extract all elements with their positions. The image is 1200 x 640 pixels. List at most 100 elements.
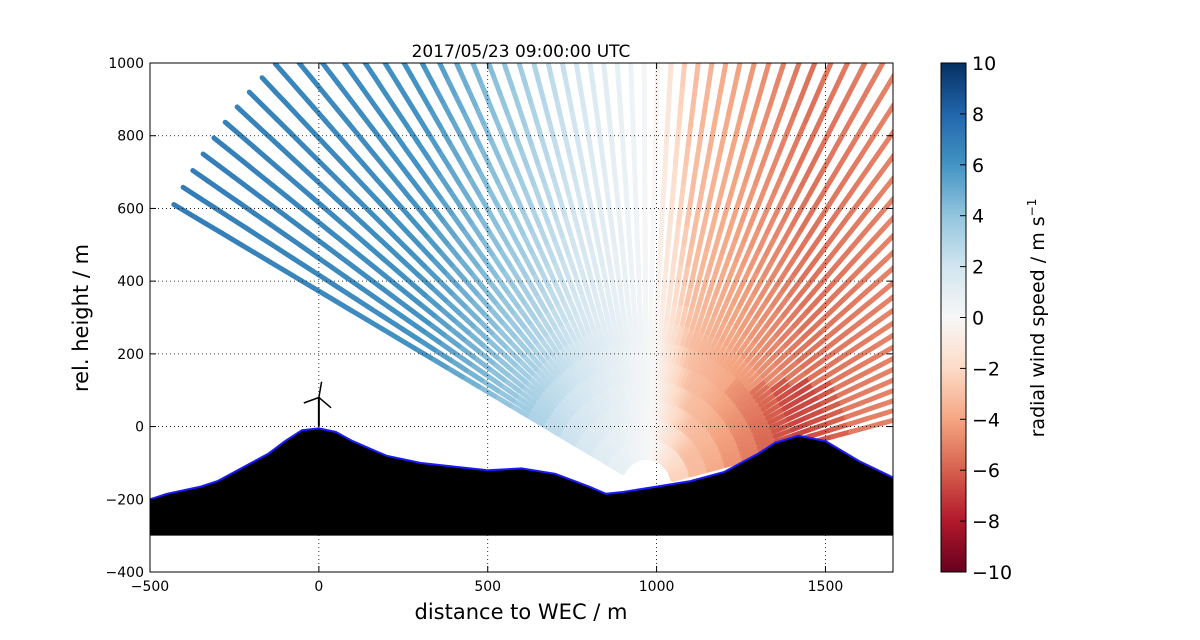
scan-beam-segment [610,124,612,144]
scan-beam-segment [1052,228,1068,238]
scan-beam-segment [549,0,553,14]
colorbar-tick-label: −8 [972,511,1000,533]
scan-beam-segment [893,373,910,380]
scan-beam-segment [1120,296,1137,303]
scan-beam-segment [628,221,629,241]
scan-beam-segment [906,355,923,363]
scan-beam-segment [388,0,397,16]
scan-beam-segment [922,263,937,275]
scan-beam-segment [653,359,654,379]
scan-beam-segment [973,141,986,155]
scan-beam-segment [671,44,672,64]
scan-beam-segment [1153,346,1171,351]
colorbar-label-text: radial wind speed / m s [1027,216,1049,437]
scan-beam-segment [920,15,930,32]
scan-beam-segment [665,261,667,281]
scan-beam-segment [899,393,916,399]
scan-beam-segment [640,300,641,320]
scan-beam-segment [732,13,736,32]
scan-beam-segment [1135,351,1153,356]
scan-beam-segment [657,280,658,300]
scan-beam-segment [893,326,909,336]
scan-beam-segment [404,0,413,7]
scan-beam-segment [518,3,523,22]
scan-beam-segment [760,21,765,40]
scan-beam-segment [1084,209,1100,219]
scan-beam-segment [628,301,630,321]
scan-beam-segment [1021,142,1035,155]
scan-beam-segment [720,0,723,10]
scan-beam-segment [922,230,936,243]
scan-beam-segment [925,306,941,316]
scan-beam-segment [641,339,642,359]
scan-beam-segment [800,0,806,12]
scan-beam-segment [967,229,982,241]
scan-beam-segment [830,6,837,24]
scan-beam-segment [1035,130,1049,143]
scan-beam-segment [837,0,844,6]
scan-beam-segment [914,161,926,176]
scan-beam-segment [974,33,986,48]
scan-beam-segment [999,114,1012,128]
x-tick-label: −500 [131,579,169,595]
scan-beam-segment [1056,338,1073,344]
scan-beam-segment [655,320,656,340]
scan-beam-segment [640,320,641,340]
scan-beam-segment [1078,348,1096,354]
scan-beam-segment [1001,59,1013,73]
scan-beam-segment [1005,220,1020,231]
colorbar-tick-label: 8 [972,104,984,126]
scan-beam-segment [681,84,683,104]
scan-beam-segment [343,29,354,45]
scan-beam-segment [703,168,707,187]
scan-beam-segment [632,83,633,103]
scan-beam-segment [624,321,627,341]
scan-beam-segment [1148,327,1166,333]
scan-beam-segment [1100,199,1116,209]
scan-beam-segment [634,360,636,380]
scan-beam-segment [1068,218,1084,228]
scan-beam-segment [665,142,666,162]
scan-beam-segment [699,187,703,206]
scan-beam-segment [905,126,917,141]
scan-beam-segment [603,225,606,244]
scan-beam-segment [774,25,780,44]
scan-beam-segment [691,106,693,126]
scan-beam-segment [1068,316,1085,323]
colorbar-tick-label: −4 [972,409,1000,431]
scan-beam-segment [663,182,664,202]
scan-beam-segment [714,30,717,49]
scan-beam-segment [538,18,542,37]
scan-beam-segment [635,181,636,201]
scan-beam-segment [655,142,656,162]
scan-beam-segment [606,244,609,263]
scan-beam-segment [459,0,466,2]
scan-beam-segment [1001,87,1014,101]
scan-beam-segment [914,58,925,74]
scan-beam-segment [896,383,913,390]
scan-beam-segment [979,290,995,299]
scan-beam-segment [891,0,900,12]
scan-beam-segment [614,243,617,263]
scan-beam-segment [317,25,328,41]
scan-beam-segment [960,21,971,37]
scan-beam-segment [853,0,861,13]
scan-beam-segment [893,223,906,237]
scan-beam-segment [659,4,660,24]
scan-beam-segment [898,335,914,344]
scan-beam-segment [661,221,662,241]
scan-beam-segment [1109,216,1125,225]
scan-beam-segment [684,224,687,244]
scan-beam-segment [985,303,1002,312]
scan-beam-segment [632,340,634,360]
scan-beam-segment [1107,260,1124,268]
scan-beam-segment [1060,354,1078,359]
scan-beam-segment [1051,187,1066,198]
scan-beam-segment [638,359,639,379]
scan-beam-segment [926,146,939,161]
y-tick-label: −200 [106,492,144,508]
scan-beam-segment [1026,87,1039,101]
scan-beam-segment [928,121,940,136]
scan-beam-segment [1011,128,1025,141]
